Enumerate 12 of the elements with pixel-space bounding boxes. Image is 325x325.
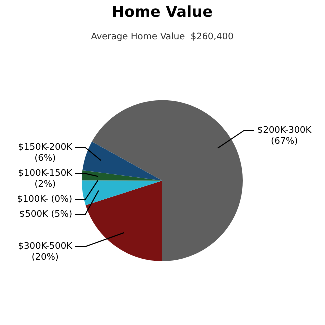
slice-label: $100K-150K (18, 169, 74, 180)
slice-label: $200K-300K (258, 126, 313, 136)
data-label: (6%) (34, 154, 56, 164)
data-label: (20%) (32, 253, 59, 264)
data-label: (67%) (271, 136, 298, 147)
category-label: $100K- (0%) (17, 195, 72, 206)
slice-label: $150K-200K (18, 143, 74, 154)
slice-label: $300K-500K (18, 242, 74, 252)
chart-subtitle: Average Home Value $260,400 (91, 32, 234, 43)
slice-label: $500K (5%) (20, 210, 72, 220)
data-label: (2%) (34, 180, 56, 190)
chart-title: Home Value (112, 2, 213, 21)
